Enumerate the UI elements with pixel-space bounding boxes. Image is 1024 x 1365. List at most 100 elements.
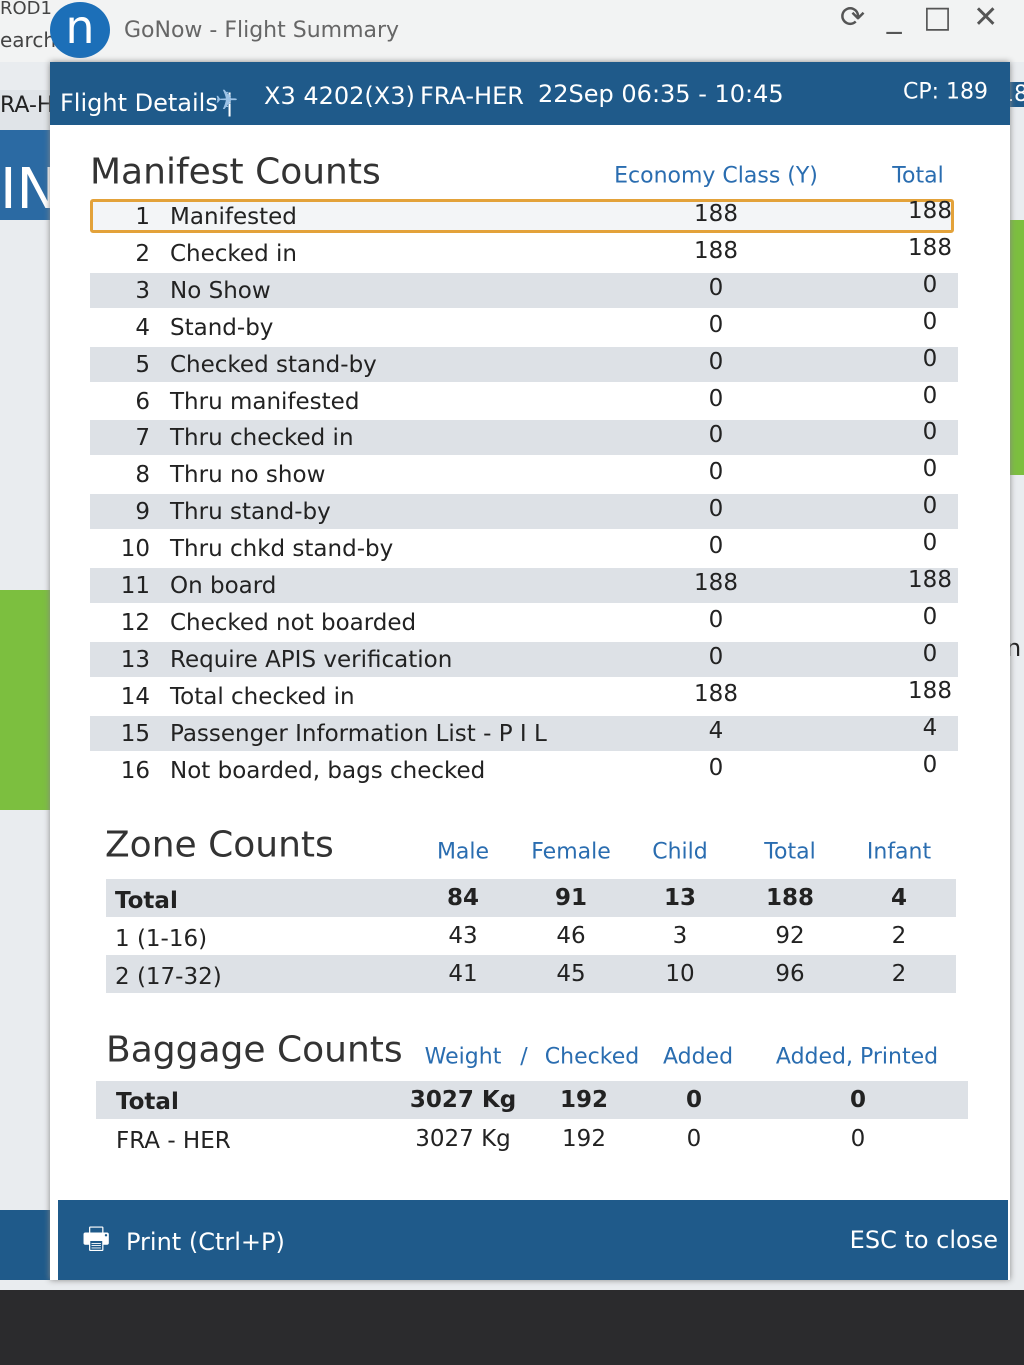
cell-value: 4 bbox=[708, 717, 724, 744]
column-header: Total bbox=[764, 839, 816, 865]
row-number: 3 bbox=[135, 277, 150, 304]
cell-value: 0 bbox=[708, 643, 724, 670]
cell-value: 0 bbox=[922, 419, 938, 446]
cell-value: 0 bbox=[922, 345, 938, 372]
row-label: FRA - HER bbox=[116, 1128, 231, 1154]
cell-value: 188 bbox=[908, 567, 952, 593]
column-header: Female bbox=[531, 839, 611, 865]
row-stripe bbox=[90, 641, 958, 677]
cell-value: 0 bbox=[922, 382, 938, 409]
cell-value: 91 bbox=[554, 885, 588, 911]
column-header: Economy Class (Y) bbox=[614, 163, 818, 189]
row-number: 5 bbox=[135, 351, 150, 378]
dialog-header: Flight Details | ✈ X3 4202(X3) FRA-HER 2… bbox=[50, 62, 1010, 125]
row-label: Thru no show bbox=[170, 462, 326, 489]
row-label: Checked in bbox=[170, 240, 297, 267]
row-label: Passenger Information List - P I L bbox=[170, 720, 547, 747]
cell-value: 0 bbox=[685, 1087, 703, 1113]
route: FRA-HER bbox=[420, 82, 524, 110]
row-label: Checked not boarded bbox=[170, 609, 417, 636]
airline-icon: ✈ bbox=[215, 83, 239, 117]
column-header: Added, Printed bbox=[775, 1044, 939, 1070]
row-stripe bbox=[90, 199, 954, 233]
app-title: GoNow - Flight Summary bbox=[124, 18, 400, 43]
row-number: 6 bbox=[135, 388, 150, 415]
title-bar bbox=[0, 0, 1024, 62]
cell-value: 4 bbox=[922, 714, 938, 741]
cell-value: 0 bbox=[849, 1087, 867, 1113]
column-header: Total bbox=[892, 163, 944, 189]
section-title: Baggage Counts bbox=[106, 1029, 403, 1071]
cp-count: CP: 189 bbox=[903, 79, 989, 105]
row-label: Thru stand-by bbox=[170, 499, 331, 526]
row-number: 4 bbox=[135, 314, 150, 341]
section-title: Manifest Counts bbox=[90, 151, 381, 193]
row-number: 15 bbox=[120, 720, 150, 747]
print-button[interactable]: Print (Ctrl+P) bbox=[126, 1228, 285, 1256]
row-stripe bbox=[90, 568, 958, 603]
row-number: 10 bbox=[120, 536, 150, 563]
cell-value: 188 bbox=[694, 201, 738, 227]
column-header: Added bbox=[662, 1044, 734, 1070]
cell-value: 188 bbox=[908, 198, 952, 224]
row-stripe bbox=[90, 346, 958, 382]
cell-value: 2 bbox=[891, 961, 907, 987]
edge-text: ROD1 bbox=[0, 0, 52, 19]
cell-value: 188 bbox=[694, 680, 738, 707]
cell-value: 0 bbox=[708, 348, 724, 375]
flight-number: X3 4202(X3) bbox=[264, 82, 415, 110]
cell-value: 188 bbox=[908, 677, 952, 704]
cell-value: 3 bbox=[672, 923, 688, 949]
row-label: Thru chkd stand-by bbox=[170, 536, 394, 563]
row-stripe bbox=[90, 494, 958, 530]
cell-value: 188 bbox=[694, 570, 738, 596]
close-hint[interactable]: ESC to close bbox=[849, 1226, 998, 1254]
row-number: 14 bbox=[120, 683, 150, 710]
cell-value: 0 bbox=[708, 274, 724, 301]
print-icon[interactable]: 🖶 bbox=[82, 1221, 111, 1257]
row-stripe bbox=[90, 272, 958, 308]
cell-value: 192 bbox=[562, 1126, 606, 1152]
cell-value: 92 bbox=[775, 923, 805, 949]
row-label: Require APIS verification bbox=[170, 646, 453, 673]
row-label: Total checked in bbox=[170, 683, 355, 710]
row-label: Manifested bbox=[170, 204, 297, 230]
edge-text: RA-H bbox=[0, 93, 54, 118]
row-stripe bbox=[106, 955, 956, 993]
cell-value: 188 bbox=[908, 234, 952, 261]
cell-value: 0 bbox=[922, 603, 938, 630]
window-controls[interactable]: ⟳ _ □ ✕ bbox=[840, 0, 1005, 35]
column-header: Male bbox=[436, 839, 490, 865]
cell-value: 96 bbox=[775, 961, 805, 987]
cell-value: 0 bbox=[922, 308, 938, 335]
bg-panel bbox=[0, 590, 50, 810]
cell-value: 188 bbox=[694, 237, 738, 264]
row-label: Thru manifested bbox=[170, 388, 360, 415]
bg-panel bbox=[0, 90, 50, 130]
row-number: 2 bbox=[135, 240, 150, 267]
row-number: 12 bbox=[120, 609, 150, 636]
column-header: Infant bbox=[866, 839, 932, 865]
row-label: No Show bbox=[170, 277, 271, 304]
row-stripe bbox=[96, 1081, 968, 1119]
row-label: Total bbox=[116, 1089, 179, 1115]
row-number: 13 bbox=[120, 646, 150, 673]
row-number: 11 bbox=[120, 573, 150, 599]
cell-value: 0 bbox=[850, 1126, 866, 1152]
cell-value: 2 bbox=[891, 923, 907, 949]
column-header: Child bbox=[652, 839, 708, 865]
row-number: 1 bbox=[135, 204, 150, 230]
row-label: 2 (17-32) bbox=[115, 964, 222, 990]
cell-value: 0 bbox=[708, 385, 724, 412]
column-header: Checked bbox=[544, 1044, 640, 1070]
row-label: Stand-by bbox=[170, 314, 274, 341]
app-logo: n bbox=[50, 2, 110, 58]
row-stripe bbox=[106, 879, 956, 917]
row-stripe bbox=[90, 420, 958, 456]
cell-value: 13 bbox=[663, 885, 697, 911]
row-label: On board bbox=[170, 573, 277, 599]
row-number: 7 bbox=[135, 425, 150, 452]
cell-value: 0 bbox=[922, 530, 938, 557]
cell-value: 0 bbox=[708, 606, 724, 633]
